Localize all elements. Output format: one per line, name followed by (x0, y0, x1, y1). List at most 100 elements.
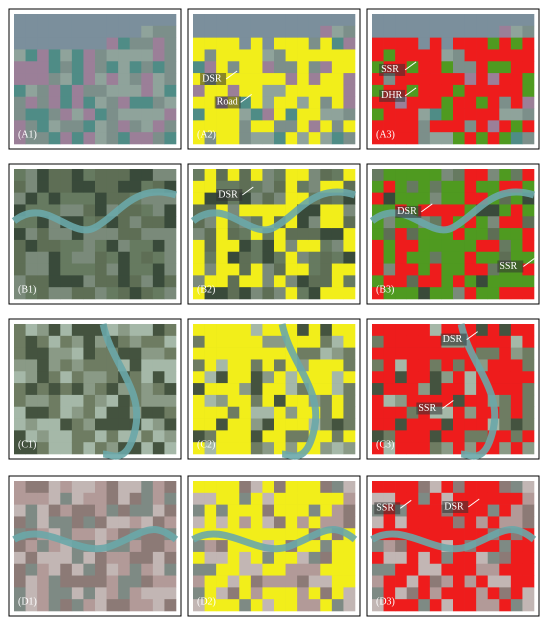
image-cell (429, 37, 442, 50)
image-cell (227, 335, 240, 348)
image-cell (285, 25, 298, 38)
image-cell (429, 563, 442, 576)
image-cell (510, 49, 523, 62)
image-cell (274, 599, 286, 612)
image-cell (510, 169, 523, 182)
image-cell (164, 73, 177, 86)
image-cell (37, 418, 50, 431)
image-cell (262, 371, 275, 384)
annotation-box (379, 63, 406, 76)
image-cell (14, 540, 26, 553)
image-cell (60, 84, 73, 98)
image-cell (193, 504, 205, 517)
image-cell (429, 204, 442, 217)
image-cell (14, 216, 26, 229)
image-cell (441, 383, 454, 396)
image-cell (464, 192, 477, 205)
image-cell (429, 442, 442, 455)
image-cell (106, 528, 119, 541)
image-cell (308, 504, 321, 517)
image-cell (441, 120, 454, 133)
image-cell (453, 169, 465, 182)
image-cell (320, 394, 333, 408)
image-cell (118, 169, 131, 182)
image-cell (406, 49, 419, 62)
image-cell (239, 551, 252, 565)
image-cell (60, 73, 73, 86)
image-cell (510, 430, 523, 443)
image-cell (331, 563, 344, 576)
image-cell (25, 180, 38, 193)
image-cell (216, 575, 229, 588)
image-cell (129, 383, 142, 396)
image-cell (464, 394, 477, 408)
image-cell (60, 324, 73, 337)
image-cell (320, 96, 333, 109)
image-cell (476, 96, 489, 109)
image-cell (476, 228, 489, 241)
image-cell (383, 383, 396, 396)
image-cell (522, 587, 535, 600)
image-cell (71, 169, 84, 182)
image-cell (118, 275, 131, 288)
image-cell (14, 516, 26, 529)
image-cell (285, 239, 298, 253)
image-cell (152, 335, 165, 348)
image-cell (14, 192, 26, 205)
image-cell (274, 587, 286, 600)
image-cell (193, 516, 205, 529)
image-cell (487, 204, 500, 217)
image-cell (164, 371, 177, 384)
image-cell (216, 371, 229, 384)
image-cell (476, 84, 489, 98)
image-cell (429, 551, 442, 565)
image-cell (418, 587, 431, 600)
image-cell (262, 528, 275, 541)
image-cell (274, 275, 286, 288)
image-cell (60, 383, 73, 396)
image-cell (464, 263, 477, 276)
image-cell (193, 239, 205, 253)
image-cell (297, 599, 310, 612)
image-cell (441, 442, 454, 455)
image-cell (239, 287, 252, 300)
image-cell (441, 275, 454, 288)
image-cell (499, 324, 512, 337)
image-cell (60, 406, 73, 419)
annotation-leader (442, 400, 454, 409)
image-cell (418, 287, 431, 300)
image-cell (262, 587, 275, 600)
image-cell (60, 335, 73, 348)
image-cell (129, 359, 142, 372)
image-cell (216, 551, 229, 565)
image-cell (429, 504, 442, 517)
image-cell (499, 442, 512, 455)
image-cell (262, 275, 275, 288)
image-cell (331, 180, 344, 193)
image-cell (429, 587, 442, 600)
image-cell (118, 108, 131, 121)
image-cell (25, 587, 38, 600)
image-cell (464, 169, 477, 182)
image-cell (250, 228, 263, 241)
image-cell (274, 492, 286, 505)
image-cell (406, 14, 419, 27)
image-cell (395, 563, 408, 576)
image-cell (83, 587, 96, 600)
image-cell (106, 516, 119, 529)
image-cell (164, 108, 177, 121)
image-cell (250, 275, 263, 288)
image-cell (204, 132, 217, 145)
river (99, 323, 141, 460)
image-cell (487, 263, 500, 276)
image-cell (216, 216, 229, 229)
image-cell (216, 481, 229, 494)
image-cell (274, 263, 286, 276)
image-cell (95, 359, 107, 372)
image-cell (239, 275, 252, 288)
image-cell (522, 371, 535, 384)
image-cell (83, 528, 96, 541)
image-cell (372, 575, 384, 588)
image-cell (216, 394, 229, 408)
image-cell (37, 383, 50, 396)
